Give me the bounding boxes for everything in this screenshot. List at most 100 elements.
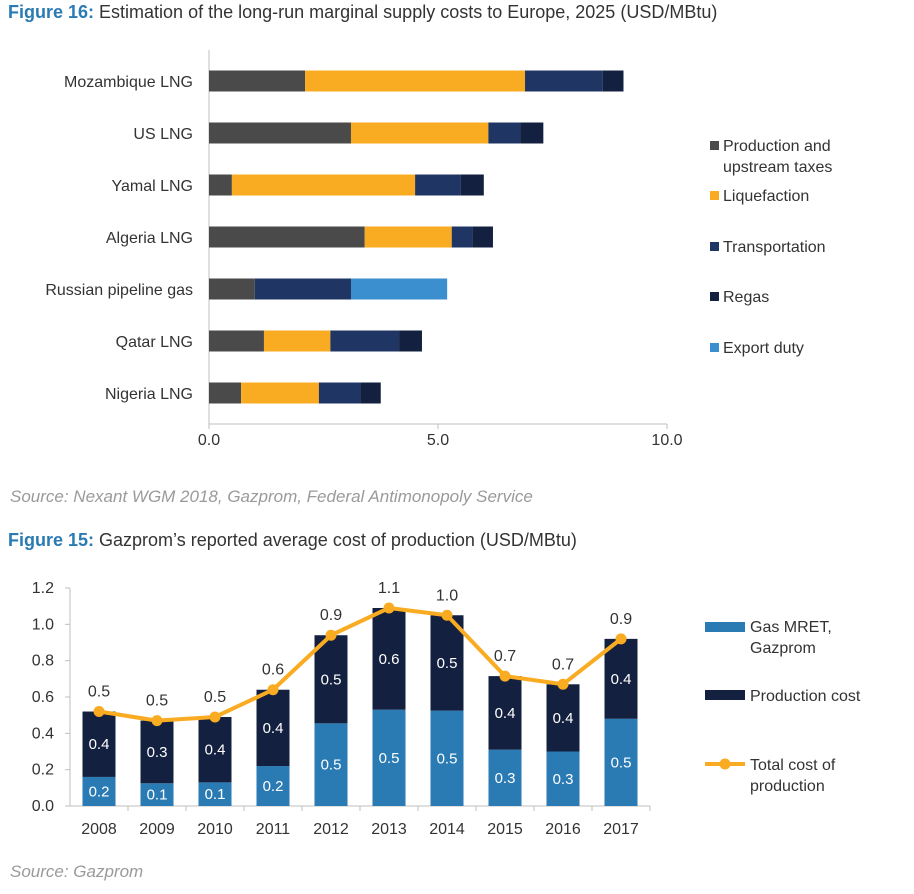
x-tick-label-2016: 2016 [545, 821, 581, 838]
total-cost-label-2011: 0.6 [262, 662, 284, 679]
legend-label-liquefaction: Liquefaction [723, 188, 809, 205]
legend-label-transportation: Transportation [723, 239, 826, 256]
bar-label-2016-production-cost: 0.4 [553, 710, 574, 727]
bar-2009-production-cost [140, 720, 174, 784]
figure-16-title: Figure 16: Estimation of the long-run ma… [8, 2, 717, 23]
bar-yamal-lng-liquefaction [231, 174, 416, 196]
bar-yamal-lng-production-and-upstream-taxes [209, 174, 232, 196]
bar-2016-production-cost [546, 684, 580, 752]
figure-16-label: Figure 16: [8, 2, 95, 22]
bar-qatar-lng-liquefaction [263, 330, 331, 352]
category-label-russian-pipeline-gas: Russian pipeline gas [45, 282, 193, 299]
total-cost-point-2016 [557, 678, 569, 690]
legend-swatch-liquefaction [710, 191, 719, 200]
bar-nigeria-lng-transportation [318, 382, 361, 404]
total-cost-point-2017 [615, 633, 627, 645]
bar-2017-production-cost [604, 638, 638, 719]
x-tick-label-2012: 2012 [313, 821, 349, 838]
bar-us-lng-transportation [488, 122, 521, 144]
bar-us-lng-production-and-upstream-taxes [209, 122, 351, 144]
total-cost-point-2009 [151, 715, 163, 727]
bar-label-2013-gas-mret-gazprom: 0.5 [379, 750, 400, 767]
bar-mozambique-lng-transportation [525, 70, 603, 92]
bar-us-lng-regas [520, 122, 544, 144]
total-cost-point-2008 [93, 706, 105, 718]
figure-16-title-text: Estimation of the long-run marginal supp… [94, 2, 718, 22]
bar-2009-gas-mret-gazprom [140, 783, 174, 806]
bar-2013-production-cost [372, 607, 406, 710]
bar-nigeria-lng-production-and-upstream-taxes [209, 382, 242, 404]
y-tick-label: 0.0 [32, 798, 54, 815]
figure-15-source: Source: Gazprom [10, 862, 144, 881]
legend-label-total-cost-line2: production [750, 778, 825, 795]
bar-label-2009-production-cost: 0.3 [147, 744, 168, 761]
bar-label-2017-gas-mret-gazprom: 0.5 [611, 754, 632, 771]
bar-label-2017-production-cost: 0.4 [611, 671, 632, 688]
total-cost-point-2013 [383, 602, 395, 614]
legend-label-regas: Regas [723, 289, 769, 306]
x-tick-label-2015: 2015 [487, 821, 523, 838]
x-tick-label: 10.0 [651, 432, 682, 449]
y-tick-label: 0.6 [32, 689, 54, 706]
bar-2008-gas-mret-gazprom [82, 776, 116, 806]
x-tick-label-2008: 2008 [81, 821, 117, 838]
figure-15-title: Figure 15: Gazprom’s reported average co… [8, 530, 577, 551]
total-cost-point-2012 [325, 629, 337, 641]
bar-2017-gas-mret-gazprom [604, 718, 638, 806]
bar-label-2009-gas-mret-gazprom: 0.1 [147, 787, 168, 804]
bar-russian-pipeline-gas-production-and-upstream-taxes [209, 278, 255, 300]
total-cost-label-2015: 0.7 [494, 648, 516, 665]
bar-2014-gas-mret-gazprom [430, 710, 464, 806]
category-label-us-lng: US LNG [133, 126, 193, 143]
bar-label-2010-gas-mret-gazprom: 0.1 [205, 786, 226, 803]
total-cost-point-2011 [267, 684, 279, 696]
total-cost-label-2013: 1.1 [378, 580, 400, 597]
bar-2014-production-cost [430, 615, 464, 711]
supply-cost-chart: 0.0 5.0 10.0 Mozambique LNG US LNG Yamal LNG A… [45, 50, 832, 449]
category-label-algeria-lng: Algeria LNG [106, 230, 193, 247]
bar-label-2010-production-cost: 0.4 [205, 742, 226, 759]
bar-algeria-lng-liquefaction [364, 226, 452, 248]
y-tick-label: 1.2 [32, 580, 54, 597]
bar-us-lng-liquefaction [350, 122, 489, 144]
bar-label-2008-production-cost: 0.4 [89, 736, 110, 753]
production-cost-chart: 0.0 0.2 0.4 0.6 0.8 1.0 1.2 2008 0.2 0.4 2009 0.1 0.… [32, 580, 861, 838]
bar-2010-production-cost [198, 716, 232, 783]
bar-mozambique-lng-production-and-upstream-taxes [209, 70, 306, 92]
total-cost-label-2014: 1.0 [436, 587, 458, 604]
legend-label-gas-mret-line1: Gas MRET, [750, 619, 832, 636]
legend-label-total-cost-line1: Total cost of [750, 757, 836, 774]
total-cost-point-2010 [209, 711, 221, 723]
legend-swatch-production-cost [705, 690, 745, 700]
bar-2015-production-cost [488, 676, 522, 750]
bar-2011-production-cost [256, 689, 290, 767]
bar-yamal-lng-transportation [415, 174, 461, 196]
legend-swatch-export-duty [710, 343, 719, 352]
category-label-qatar-lng: Qatar LNG [116, 334, 193, 351]
bar-2010-gas-mret-gazprom [198, 782, 232, 806]
bar-2008-production-cost [82, 711, 116, 777]
total-cost-point-2014 [441, 609, 453, 621]
bar-nigeria-lng-liquefaction [241, 382, 319, 404]
bar-label-2012-gas-mret-gazprom: 0.5 [321, 757, 342, 774]
bar-2012-production-cost [314, 635, 348, 724]
total-cost-point-2015 [499, 670, 511, 682]
bar-qatar-lng-transportation [330, 330, 400, 352]
legend-label-production-cost: Production cost [750, 688, 861, 705]
category-label-yamal-lng: Yamal LNG [111, 178, 193, 195]
bar-label-2012-production-cost: 0.5 [321, 671, 342, 688]
bar-qatar-lng-production-and-upstream-taxes [209, 330, 264, 352]
x-tick-label-2009: 2009 [139, 821, 175, 838]
total-cost-label-2008: 0.5 [88, 684, 110, 701]
bar-russian-pipeline-gas-transportation [254, 278, 351, 300]
legend-label-gas-mret-line2: Gazprom [750, 640, 816, 657]
bar-label-2013-production-cost: 0.6 [379, 651, 400, 668]
bar-2011-gas-mret-gazprom [256, 766, 290, 806]
total-cost-label-2012: 0.9 [320, 607, 342, 624]
category-label-nigeria-lng: Nigeria LNG [105, 386, 193, 403]
x-tick-label-2014: 2014 [429, 821, 465, 838]
bar-label-2016-gas-mret-gazprom: 0.3 [553, 771, 574, 788]
bar-label-2015-production-cost: 0.4 [495, 705, 516, 722]
bar-algeria-lng-regas [472, 226, 493, 248]
legend-label-export-duty: Export duty [723, 340, 804, 357]
